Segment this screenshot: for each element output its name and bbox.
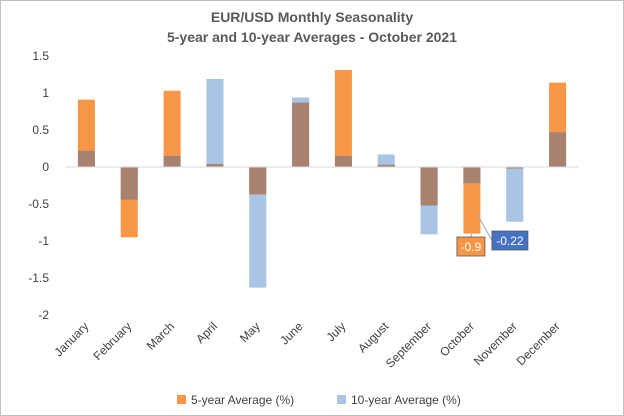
x-tick-label: August xyxy=(355,319,392,356)
callout-leader-line xyxy=(470,233,473,238)
x-tick-label: April xyxy=(193,319,220,346)
x-tick-label: June xyxy=(277,319,306,348)
bar-overlap-april xyxy=(206,164,224,167)
bars-group xyxy=(77,70,567,288)
y-tick-label: 1 xyxy=(42,86,49,100)
x-tick-label: January xyxy=(51,319,91,359)
x-tick-label: July xyxy=(324,319,349,344)
bar-overlap-november xyxy=(506,167,524,169)
y-tick-label: 0 xyxy=(42,160,49,174)
bar-overlap-february xyxy=(120,167,138,200)
y-tick-label: -1 xyxy=(38,234,49,248)
legend-swatch xyxy=(337,395,346,404)
bar-overlap-october xyxy=(463,167,481,184)
bar-10yr-november xyxy=(506,167,524,222)
y-tick-label: 1.5 xyxy=(32,49,49,63)
y-tick-label: -0.5 xyxy=(28,197,49,211)
x-tick-label: March xyxy=(144,319,177,352)
legend-swatch xyxy=(177,395,186,404)
legend: 5-year Average (%) 10-year Average (%) xyxy=(177,393,461,407)
bar-overlap-march xyxy=(163,155,181,167)
bar-5yr-july xyxy=(334,70,352,167)
bar-overlap-may xyxy=(249,167,267,195)
x-tick-label: December xyxy=(514,319,563,368)
y-axis: 1.5 1 0.5 0 -0.5 -1 -1.5 -2 xyxy=(28,49,49,322)
legend-label: 5-year Average (%) xyxy=(191,393,294,407)
legend-label: 10-year Average (%) xyxy=(351,393,461,407)
callout-label: -0.22 xyxy=(496,234,524,248)
bar-10yr-may xyxy=(249,167,267,288)
callout-box xyxy=(491,230,529,251)
bar-5yr-january xyxy=(77,99,95,167)
x-tick-label: September xyxy=(383,319,434,370)
callout-label: -0.9 xyxy=(461,240,482,254)
y-tick-label: 0.5 xyxy=(32,123,49,137)
x-tick-label: November xyxy=(471,319,520,368)
x-tick-label: May xyxy=(237,319,263,345)
callout-leader-line xyxy=(476,213,493,241)
chart-title: EUR/USD Monthly Seasonality xyxy=(211,9,413,25)
callout-box xyxy=(456,236,486,257)
x-tick-label: October xyxy=(437,319,477,359)
bar-overlap-august xyxy=(377,164,395,167)
chart-subtitle: 5-year and 10-year Averages - October 20… xyxy=(167,29,457,45)
bar-overlap-june xyxy=(292,102,310,167)
callouts-group: -0.9 -0.22 xyxy=(456,213,529,257)
y-tick-label: -1.5 xyxy=(28,271,49,285)
bar-overlap-july xyxy=(334,155,352,167)
bar-overlap-september xyxy=(420,167,438,206)
y-tick-label: -2 xyxy=(38,308,49,322)
bar-10yr-august xyxy=(377,154,395,167)
bar-5yr-march xyxy=(163,90,181,167)
x-tick-label: February xyxy=(91,319,135,363)
bar-overlap-december xyxy=(549,132,567,167)
bar-10yr-april xyxy=(206,78,224,167)
bar-overlap-january xyxy=(77,150,95,167)
bar-5yr-october xyxy=(463,167,481,234)
